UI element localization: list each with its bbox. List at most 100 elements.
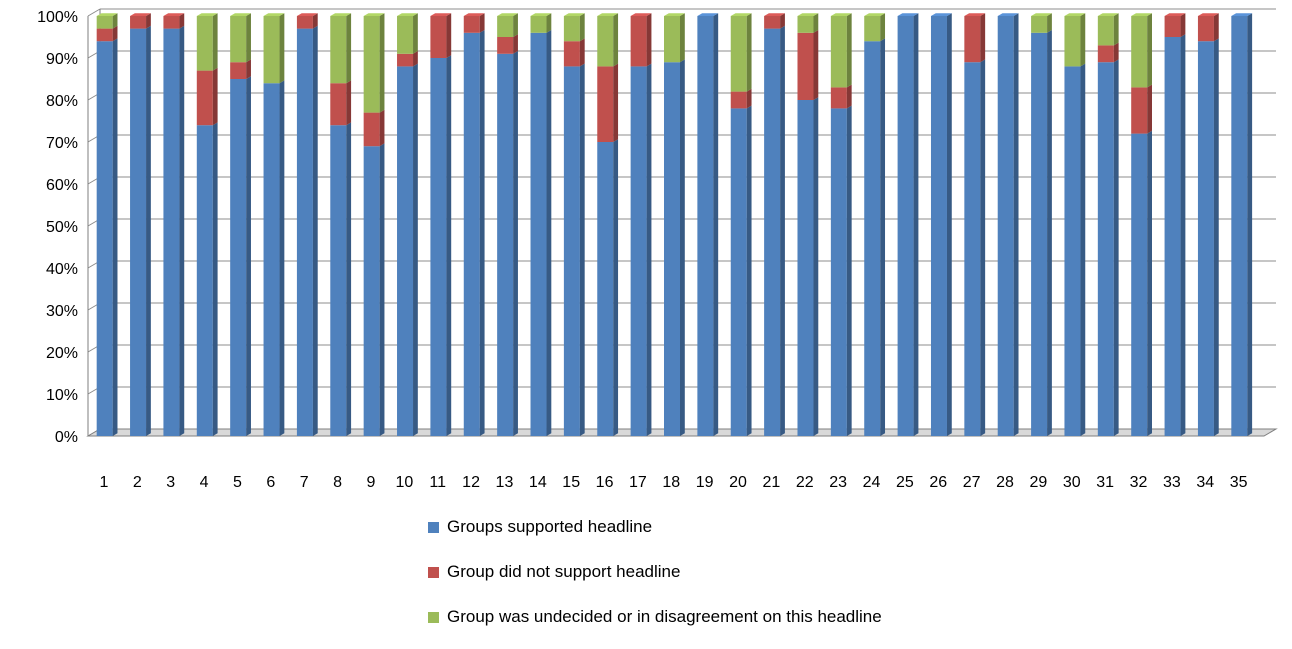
bar-segment <box>1197 13 1219 42</box>
bar-top-cap <box>530 13 552 16</box>
bar-segment <box>196 67 218 126</box>
bar-segment <box>363 13 385 113</box>
bar-top-cap <box>463 13 485 16</box>
x-tick-label: 4 <box>200 474 209 491</box>
x-tick-label: 17 <box>629 474 647 491</box>
x-tick-label: 26 <box>929 474 947 491</box>
bar-segment <box>864 13 886 42</box>
bar-segment <box>96 38 118 437</box>
bar-segment <box>430 13 452 58</box>
x-tick-label: 7 <box>300 474 309 491</box>
bar-segment <box>497 34 518 54</box>
x-tick-label: 35 <box>1230 474 1248 491</box>
bar-segment <box>163 13 185 29</box>
x-tick-label: 31 <box>1096 474 1114 491</box>
bar-segment <box>230 76 251 436</box>
y-tick-label: 20% <box>46 345 78 362</box>
x-tick-label: 12 <box>462 474 480 491</box>
x-tick-label: 25 <box>896 474 914 491</box>
bar-top-cap <box>263 13 285 16</box>
bar-segment <box>563 38 585 67</box>
bar-segment <box>530 13 552 33</box>
x-tick-label: 9 <box>367 474 376 491</box>
bar-top-cap <box>830 13 852 16</box>
bar-segment <box>430 55 452 436</box>
bar-segment <box>130 25 151 437</box>
bar-segment <box>797 30 819 100</box>
x-tick-label: 34 <box>1196 474 1214 491</box>
bar-segment <box>96 25 118 42</box>
legend-swatch-not-supported <box>428 566 439 578</box>
bar-segment <box>1097 59 1119 437</box>
legend-swatch-undecided <box>428 611 439 623</box>
bar-top-cap <box>96 13 118 16</box>
bar-segment <box>797 13 819 33</box>
bar-segment <box>497 13 518 37</box>
bar-segment <box>1164 13 1186 37</box>
bar-segment <box>730 105 752 437</box>
bar-segment <box>897 13 919 436</box>
bar-top-cap <box>897 13 919 16</box>
bar-segment <box>330 13 352 84</box>
bar-segment <box>363 143 385 436</box>
bar-segment <box>664 13 685 63</box>
bar-top-cap <box>397 13 418 16</box>
y-tick-label: 80% <box>46 93 78 110</box>
bar-segment <box>463 13 485 33</box>
bar-top-cap <box>764 13 785 16</box>
bar-segment <box>296 13 318 29</box>
bar-top-cap <box>163 13 185 16</box>
x-tick-label: 18 <box>662 474 680 491</box>
bar-top-cap <box>1164 13 1186 16</box>
legend-swatch-supported <box>428 521 439 533</box>
bar-top-cap <box>597 13 619 16</box>
x-tick-labels: 1 2 3 4 5 6 7 8 9 10 11 12 13 14 15 16 17 18 19 20 21 22 23 24 2… <box>100 474 1248 491</box>
x-tick-label: 13 <box>496 474 514 491</box>
bar-segment <box>864 38 886 437</box>
y-tick-label: 10% <box>46 387 78 404</box>
y-tick-label: 40% <box>46 261 78 278</box>
x-tick-label: 27 <box>963 474 981 491</box>
bar-segment <box>1064 13 1086 67</box>
x-tick-label: 30 <box>1063 474 1081 491</box>
bar-segment <box>363 109 385 147</box>
x-tick-label: 15 <box>562 474 580 491</box>
bar-segment <box>764 25 785 437</box>
y-tick-label: 100% <box>37 9 78 26</box>
bar-segment <box>330 80 352 126</box>
bar-top-cap <box>230 13 251 16</box>
x-tick-label: 11 <box>429 474 446 491</box>
bar-segment <box>530 30 552 437</box>
legend-item-not-supported: Group did not support headline <box>428 559 1128 585</box>
bar-top-cap <box>497 13 518 16</box>
x-tick-label: 6 <box>266 474 275 491</box>
x-tick-label: 32 <box>1130 474 1148 491</box>
bar-segment <box>1131 130 1152 437</box>
bar-segment <box>230 59 251 79</box>
x-tick-label: 8 <box>333 474 342 491</box>
bar-top-cap <box>1031 13 1052 16</box>
bar-segment <box>497 51 518 437</box>
bar-segment <box>830 84 852 109</box>
bar-top-cap <box>1231 13 1253 16</box>
bar-segment <box>997 13 1019 436</box>
bar-segment <box>1131 84 1152 134</box>
bar-top-cap <box>930 13 952 16</box>
bar-segment <box>730 13 752 92</box>
bar-segment <box>1097 42 1119 63</box>
x-tick-label: 14 <box>529 474 547 491</box>
bar-segment <box>1197 38 1219 437</box>
gridline-side <box>87 8 101 17</box>
bar-segment <box>1031 13 1052 33</box>
bar-top-cap <box>1097 13 1119 16</box>
bar-segment <box>664 59 685 437</box>
bar-segment <box>964 59 986 437</box>
bar-segment <box>830 13 852 88</box>
bar-segment <box>263 80 285 437</box>
bar-segment <box>563 13 585 42</box>
y-tick-labels: 0% 10% 20% 30% 40% 50% 60% 70% 80% 90% 100% <box>37 9 78 446</box>
bar-segment <box>630 13 652 67</box>
x-tick-label: 16 <box>596 474 614 491</box>
legend-label-undecided: Group was undecided or in disagreement o… <box>447 607 882 626</box>
x-tick-label: 23 <box>829 474 847 491</box>
